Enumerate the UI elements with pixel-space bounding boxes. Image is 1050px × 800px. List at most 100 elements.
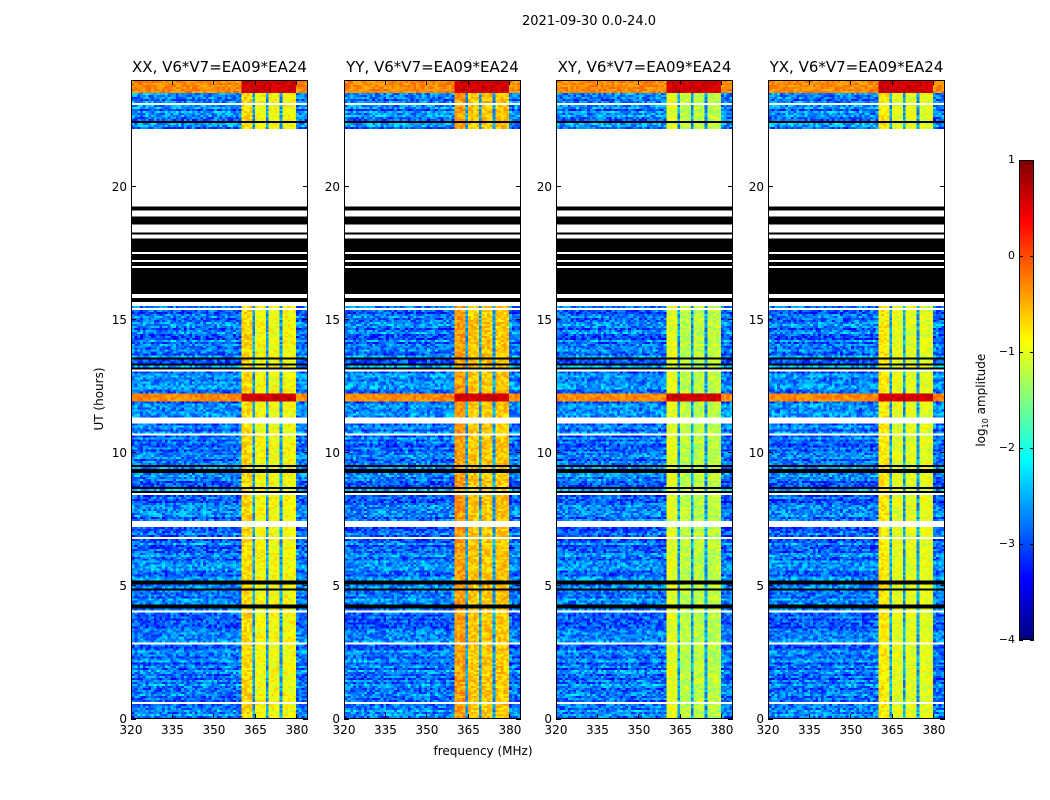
colorbar-tick — [1019, 639, 1023, 641]
y-tick — [344, 452, 349, 454]
y-tick — [768, 585, 773, 587]
colorbar-tick — [1030, 447, 1034, 449]
x-tick — [509, 714, 511, 719]
x-tick — [596, 714, 598, 719]
y-tick — [556, 452, 561, 454]
y-tick — [303, 186, 308, 187]
y-tick-label: 0 — [544, 712, 552, 726]
y-tick-label: 5 — [119, 578, 127, 593]
y-tick — [940, 718, 945, 720]
y-tick-label: 0 — [332, 712, 340, 726]
x-tick — [850, 714, 852, 719]
y-tick — [556, 186, 561, 187]
x-tick — [933, 714, 935, 719]
colorbar-tick-label: −1 — [998, 345, 1015, 358]
y-tick — [303, 585, 308, 587]
heatmap-panel — [768, 80, 945, 719]
panel-title: XY, V6*V7=EA09*EA24 — [557, 58, 732, 76]
y-tick — [556, 718, 561, 720]
y-tick — [728, 452, 733, 454]
y-tick — [516, 186, 521, 187]
x-tick-label: 380 — [710, 723, 734, 737]
y-tick — [728, 319, 733, 321]
y-tick — [131, 186, 136, 187]
y-tick-label: 20 — [536, 179, 552, 194]
x-tick-label: 350 — [839, 723, 863, 737]
y-tick — [516, 319, 521, 321]
panel-title: XX, V6*V7=EA09*EA24 — [132, 58, 307, 76]
figure-title: 2021-09-30 0.0-24.0 — [522, 14, 656, 29]
y-tick — [940, 186, 945, 187]
x-tick — [638, 714, 640, 719]
y-tick — [556, 585, 561, 587]
heatmap-panel — [131, 80, 308, 719]
x-tick — [767, 80, 769, 85]
colorbar-tick-label: 0 — [1008, 249, 1015, 262]
y-tick — [768, 718, 773, 720]
x-axis-label: frequency (MHz) — [433, 744, 533, 758]
x-tick-label: 380 — [498, 723, 522, 737]
x-tick-label: 335 — [374, 723, 397, 737]
x-tick — [721, 714, 723, 719]
x-tick-label: 365 — [669, 723, 692, 737]
y-tick-label: 20 — [324, 179, 340, 194]
y-tick-label: 5 — [756, 578, 764, 593]
y-tick — [516, 585, 521, 587]
heatmap-cells — [345, 81, 520, 718]
x-tick-label: 350 — [202, 723, 226, 737]
x-tick — [254, 80, 256, 85]
x-tick — [426, 80, 428, 85]
y-tick-label: 0 — [756, 712, 764, 726]
colorbar-tick — [1019, 447, 1023, 449]
x-tick — [767, 714, 769, 719]
x-tick — [213, 80, 215, 85]
y-tick — [768, 319, 773, 321]
x-tick-label: 335 — [586, 723, 609, 737]
x-tick — [384, 80, 386, 85]
y-tick — [940, 319, 945, 321]
x-tick — [130, 80, 132, 85]
heatmap-panel — [556, 80, 733, 719]
x-tick — [467, 80, 469, 85]
x-tick-label: 380 — [922, 723, 946, 737]
y-tick-label: 20 — [748, 179, 764, 194]
y-axis-label: UT (hours) — [92, 367, 106, 431]
y-tick-label: 15 — [324, 312, 340, 327]
y-tick-label: 15 — [536, 312, 552, 327]
x-tick — [343, 80, 345, 85]
y-tick-label: 5 — [332, 578, 340, 593]
x-tick — [213, 714, 215, 719]
x-tick — [721, 80, 723, 85]
x-tick-label: 320 — [544, 723, 568, 737]
x-tick — [171, 714, 173, 719]
x-tick — [296, 80, 298, 85]
y-tick-label: 5 — [544, 578, 552, 593]
colorbar-tick — [1019, 543, 1023, 545]
y-tick — [728, 186, 733, 187]
y-tick-label: 0 — [119, 712, 127, 726]
y-tick — [516, 718, 521, 720]
colorbar-tick-label: −4 — [998, 633, 1015, 646]
colorbar-tick — [1030, 543, 1034, 545]
y-tick — [940, 452, 945, 454]
y-tick-label: 15 — [111, 312, 127, 327]
y-tick — [516, 452, 521, 454]
y-tick — [768, 452, 773, 454]
x-tick — [130, 714, 132, 719]
colorbar-tick-label: 1 — [1008, 153, 1015, 166]
y-tick-label: 10 — [536, 445, 552, 460]
colorbar-label: log10 amplitude — [973, 353, 991, 447]
y-tick-label: 10 — [111, 445, 127, 460]
y-tick — [131, 452, 136, 454]
x-tick-label: 365 — [244, 723, 267, 737]
colorbar-tick — [1030, 351, 1034, 353]
panel-title: YY, V6*V7=EA09*EA24 — [346, 58, 519, 76]
x-tick — [343, 714, 345, 719]
x-tick — [171, 80, 173, 85]
x-tick — [509, 80, 511, 85]
colorbar-tick — [1030, 159, 1034, 161]
x-tick-label: 335 — [161, 723, 184, 737]
colorbar-tick — [1019, 255, 1023, 257]
x-tick — [555, 714, 557, 719]
x-tick-label: 335 — [798, 723, 821, 737]
